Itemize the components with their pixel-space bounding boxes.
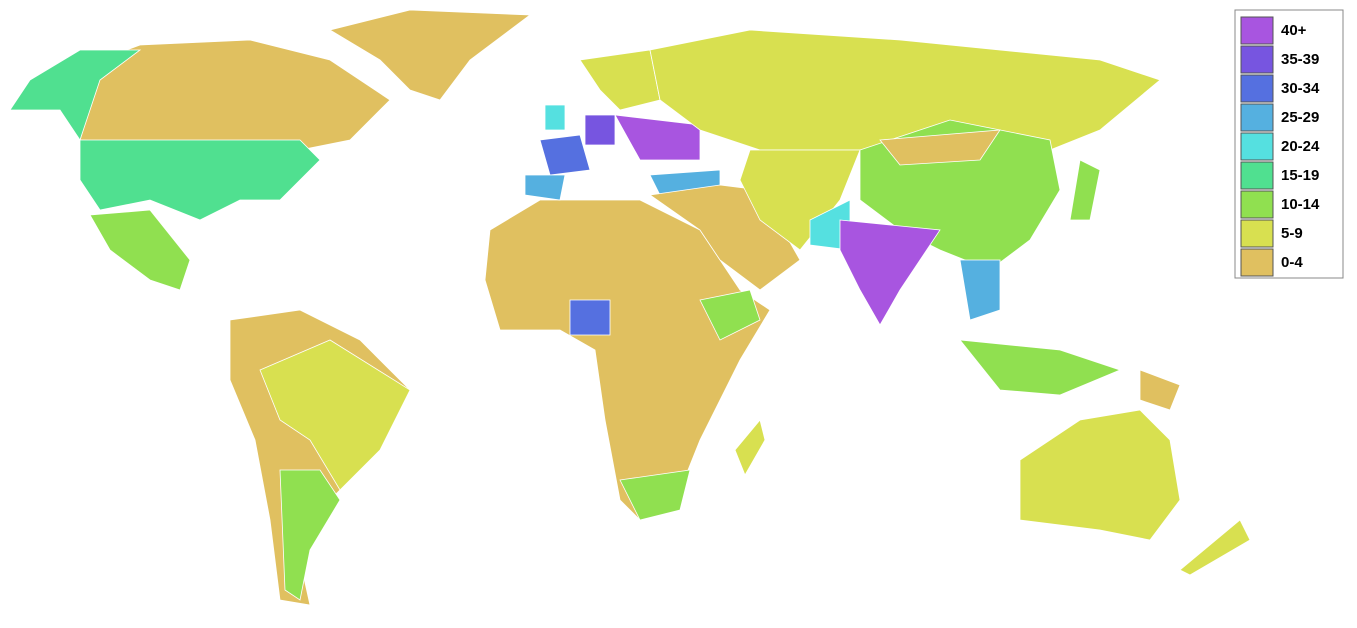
country-region — [1139, 369, 1181, 411]
country-region — [524, 174, 566, 201]
legend-label: 0-4 — [1281, 254, 1303, 271]
country-region — [279, 469, 341, 601]
country-region — [579, 49, 661, 111]
country-region — [699, 289, 761, 341]
legend-swatch — [1240, 74, 1274, 103]
country-region — [959, 339, 1122, 396]
country-region — [584, 114, 616, 146]
country-region — [1179, 519, 1251, 576]
legend-label: 15-19 — [1281, 167, 1319, 184]
country-region — [569, 299, 611, 336]
legend-label: 10-14 — [1281, 196, 1320, 213]
country-region — [1019, 409, 1181, 541]
legend-label: 30-34 — [1281, 80, 1320, 97]
country-region — [614, 114, 701, 161]
legend-swatch — [1240, 16, 1274, 45]
legend-swatch — [1240, 45, 1274, 74]
country-region — [879, 129, 1001, 166]
legend-label: 35-39 — [1281, 51, 1319, 68]
legend-swatch — [1240, 103, 1274, 132]
legend-label: 40+ — [1281, 22, 1307, 39]
country-region — [619, 469, 691, 521]
country-region — [259, 339, 411, 491]
country-region — [839, 219, 941, 326]
legend-label: 25-29 — [1281, 109, 1319, 126]
legend: 40+ 35-39 30-34 25-29 20-24 15-19 10-14 5-9 0-4 — [1234, 9, 1344, 279]
country-region — [539, 134, 591, 176]
country-region — [89, 209, 191, 291]
legend-label: 5-9 — [1281, 225, 1303, 242]
country-region — [79, 139, 321, 221]
country-region — [1069, 159, 1101, 221]
country-region — [328, 9, 532, 101]
legend-swatch — [1240, 190, 1274, 219]
country-region — [959, 259, 1001, 321]
country-region — [9, 49, 142, 141]
country-region — [649, 29, 1161, 151]
legend-label: 20-24 — [1281, 138, 1320, 155]
legend-swatch — [1240, 161, 1274, 190]
map-regions — [9, 9, 1251, 606]
legend-swatch — [1240, 248, 1274, 277]
country-region — [734, 419, 766, 476]
country-region — [544, 104, 566, 131]
legend-swatch — [1240, 219, 1274, 248]
legend-swatch — [1240, 132, 1274, 161]
